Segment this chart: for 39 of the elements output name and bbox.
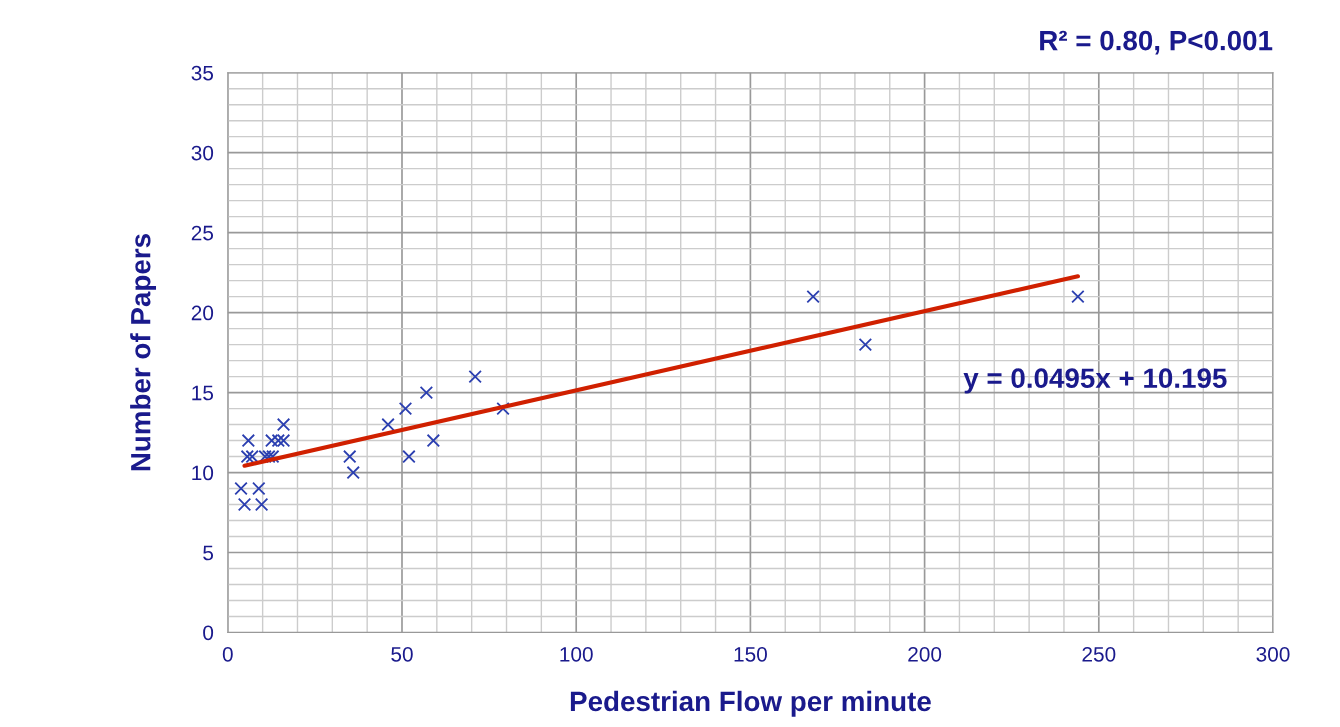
point: [1071, 289, 1085, 304]
x-tick-label: 250: [1082, 646, 1116, 662]
text: R² = 0.80, P<0.001: [1040, 30, 1273, 55]
y-axis-title: Number of Papers: [130, 234, 157, 471]
point: [496, 401, 510, 416]
point: [426, 433, 441, 448]
point: [468, 369, 482, 384]
y-tick-label: 0: [203, 625, 214, 641]
x-tick-label: 100: [560, 646, 593, 662]
y-tick-label: 10: [192, 465, 214, 481]
point: [343, 449, 357, 464]
point: [381, 417, 395, 432]
point: [234, 481, 248, 496]
annotation: y = 0.0495x + 10.195: [963, 368, 1227, 394]
x-axis-title: Pedestrian Flow per minute: [570, 690, 931, 717]
point: [241, 433, 256, 448]
point: [398, 401, 413, 416]
point: [276, 417, 291, 432]
y-tick-label: 25: [191, 225, 214, 241]
point: [271, 433, 286, 448]
y-tick-label: 15: [192, 385, 214, 401]
x-tick-label: 0: [222, 646, 233, 662]
point: [237, 497, 252, 512]
point: [858, 337, 873, 352]
x-tick-label: 50: [391, 646, 413, 662]
y-tick-label: 5: [203, 545, 214, 561]
y-tick-label: 30: [191, 145, 214, 161]
x-tick-label: 150: [734, 646, 767, 662]
point: [252, 481, 266, 496]
point: [806, 289, 820, 304]
x-tick-label: 300: [1256, 646, 1290, 662]
y-tick-label: 20: [191, 305, 214, 321]
point: [419, 385, 434, 400]
point: [346, 465, 360, 480]
point: [240, 449, 255, 464]
point: [254, 497, 269, 512]
y-tick-label: 35: [191, 65, 214, 81]
x-tick-label: 200: [908, 646, 942, 662]
point: [402, 449, 416, 464]
